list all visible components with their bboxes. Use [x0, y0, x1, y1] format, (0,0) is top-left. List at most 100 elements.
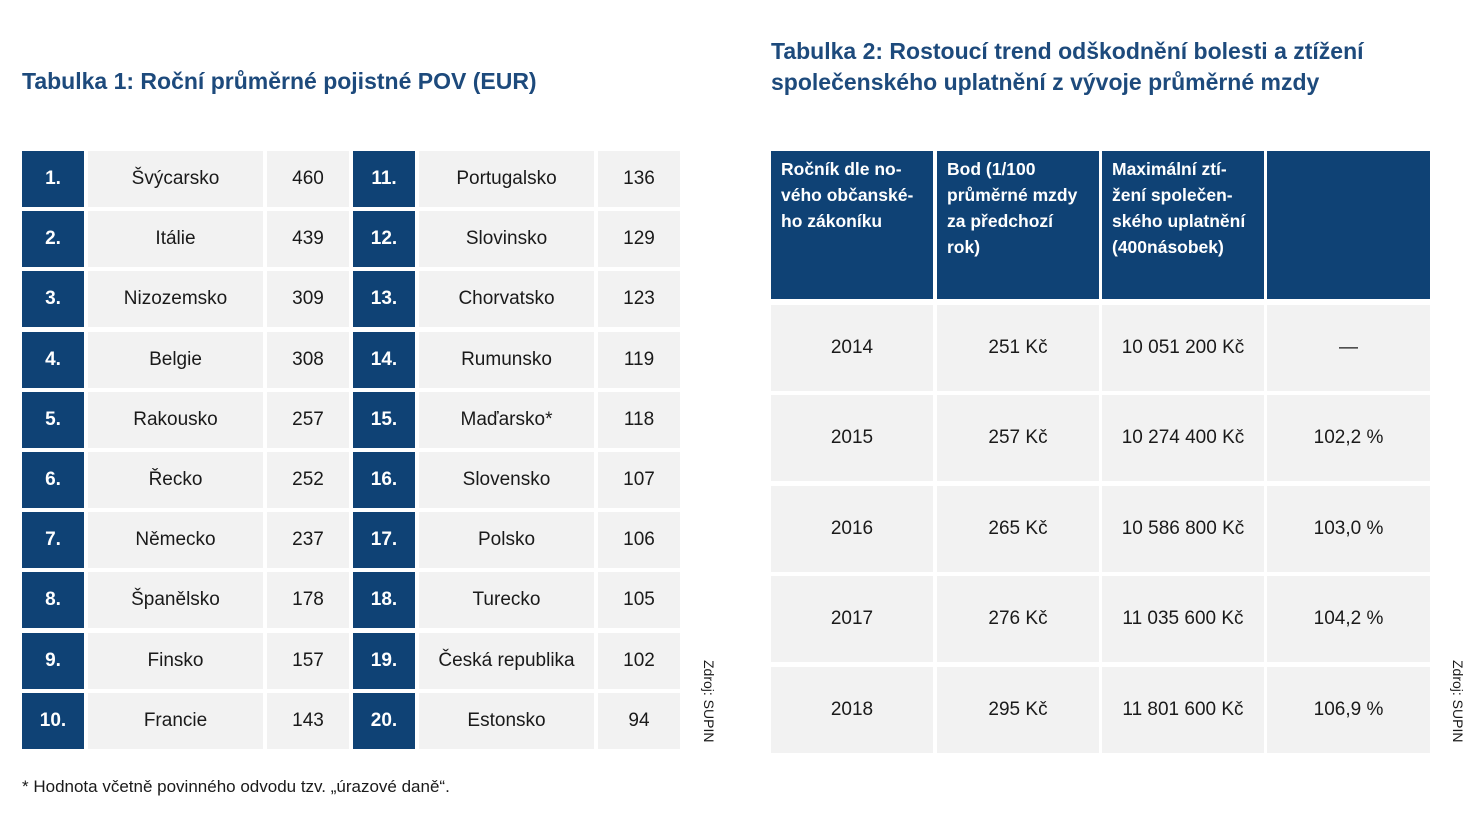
header-line: ho zákoníku	[781, 211, 883, 231]
country-cell: Nizozemsko	[88, 271, 263, 327]
rank-cell: 6.	[22, 452, 84, 508]
rank-cell: 11.	[353, 151, 415, 207]
rank-cell: 15.	[353, 392, 415, 448]
rank-cell: 20.	[353, 693, 415, 749]
value-cell: 252	[267, 452, 349, 508]
country-cell: Rumunsko	[419, 332, 594, 388]
country-cell: Česká republika	[419, 633, 594, 689]
rank-cell: 2.	[22, 211, 84, 267]
value-cell: 309	[267, 271, 349, 327]
table1-title: Tabulka 1: Roční průměrné pojistné POV (…	[22, 68, 537, 94]
value-cell: 460	[267, 151, 349, 207]
rank-cell: 19.	[353, 633, 415, 689]
table2-title-line: Tabulka 2: Rostoucí trend odškodnění bol…	[771, 38, 1364, 64]
value-cell: 105	[598, 572, 680, 628]
value-cell: 136	[598, 151, 680, 207]
header-cell: Maximální ztí-žení společen-ského uplatn…	[1102, 151, 1264, 299]
table2-source: Zdroj: SUPIN	[1450, 660, 1466, 743]
rank-cell: 18.	[353, 572, 415, 628]
value-cell: 119	[598, 332, 680, 388]
table2-cell: 2014	[771, 305, 933, 391]
country-cell: Francie	[88, 693, 263, 749]
rank-cell: 13.	[353, 271, 415, 327]
table2-cell: 103,0 %	[1267, 486, 1430, 572]
header-line: ského uplatnění	[1112, 211, 1246, 231]
table2-title-line: společenského uplatnění z vývoje průměrn…	[771, 69, 1320, 95]
country-cell: Belgie	[88, 332, 263, 388]
value-cell: 107	[598, 452, 680, 508]
value-cell: 157	[267, 633, 349, 689]
value-cell: 123	[598, 271, 680, 327]
table2-cell: 106,9 %	[1267, 667, 1430, 753]
header-line: Ročník dle no-	[781, 159, 902, 179]
rank-cell: 16.	[353, 452, 415, 508]
table2-cell: 257 Kč	[937, 395, 1099, 481]
header-line: vého občanské-	[781, 185, 914, 205]
country-cell: Itálie	[88, 211, 263, 267]
country-cell: Slovinsko	[419, 211, 594, 267]
table2-cell: 295 Kč	[937, 667, 1099, 753]
value-cell: 308	[267, 332, 349, 388]
table1-source: Zdroj: SUPIN	[701, 660, 717, 743]
country-cell: Švýcarsko	[88, 151, 263, 207]
table2-cell: 104,2 %	[1267, 576, 1430, 662]
value-cell: 143	[267, 693, 349, 749]
header-line: Maximální ztí-	[1112, 159, 1227, 179]
header-line: (400násobek)	[1112, 237, 1224, 257]
table2-cell: 10 051 200 Kč	[1102, 305, 1264, 391]
value-cell: 129	[598, 211, 680, 267]
value-cell: 237	[267, 512, 349, 568]
table2-cell: —	[1267, 305, 1430, 391]
country-cell: Řecko	[88, 452, 263, 508]
table2-cell: 11 801 600 Kč	[1102, 667, 1264, 753]
table2-cell: 102,2 %	[1267, 395, 1430, 481]
country-cell: Turecko	[419, 572, 594, 628]
rank-cell: 7.	[22, 512, 84, 568]
rank-cell: 3.	[22, 271, 84, 327]
country-cell: Estonsko	[419, 693, 594, 749]
header-cell: Ročník dle no-vého občanské-ho zákoníku	[771, 151, 933, 299]
table2-cell: 251 Kč	[937, 305, 1099, 391]
value-cell: 102	[598, 633, 680, 689]
table2-cell: 265 Kč	[937, 486, 1099, 572]
country-cell: Finsko	[88, 633, 263, 689]
value-cell: 257	[267, 392, 349, 448]
header-line: žení společen-	[1112, 185, 1233, 205]
rank-cell: 17.	[353, 512, 415, 568]
rank-cell: 12.	[353, 211, 415, 267]
value-cell: 178	[267, 572, 349, 628]
rank-cell: 10.	[22, 693, 84, 749]
table2-cell: 2016	[771, 486, 933, 572]
country-cell: Portugalsko	[419, 151, 594, 207]
table1-footnote: * Hodnota včetně povinného odvodu tzv. „…	[22, 777, 450, 796]
header-cell: Bod (1/100 průměrné mzdy za předchozí rok)	[937, 151, 1099, 299]
rank-cell: 9.	[22, 633, 84, 689]
header-cell	[1267, 151, 1430, 299]
table2-cell: 2018	[771, 667, 933, 753]
country-cell: Slovensko	[419, 452, 594, 508]
country-cell: Chorvatsko	[419, 271, 594, 327]
table2-cell: 276 Kč	[937, 576, 1099, 662]
country-cell: Německo	[88, 512, 263, 568]
value-cell: 439	[267, 211, 349, 267]
rank-cell: 4.	[22, 332, 84, 388]
country-cell: Rakousko	[88, 392, 263, 448]
value-cell: 106	[598, 512, 680, 568]
rank-cell: 5.	[22, 392, 84, 448]
value-cell: 94	[598, 693, 680, 749]
table2-cell: 2015	[771, 395, 933, 481]
rank-cell: 14.	[353, 332, 415, 388]
table2-cell: 10 274 400 Kč	[1102, 395, 1264, 481]
table2-cell: 10 586 800 Kč	[1102, 486, 1264, 572]
country-cell: Polsko	[419, 512, 594, 568]
country-cell: Španělsko	[88, 572, 263, 628]
rank-cell: 1.	[22, 151, 84, 207]
country-cell: Maďarsko*	[419, 392, 594, 448]
table2-cell: 2017	[771, 576, 933, 662]
value-cell: 118	[598, 392, 680, 448]
rank-cell: 8.	[22, 572, 84, 628]
header-line: Bod (1/100	[947, 159, 1036, 179]
header-line: průměrné mzdy	[947, 185, 1078, 205]
header-line: za předchozí	[947, 211, 1053, 231]
header-line: rok)	[947, 237, 981, 257]
